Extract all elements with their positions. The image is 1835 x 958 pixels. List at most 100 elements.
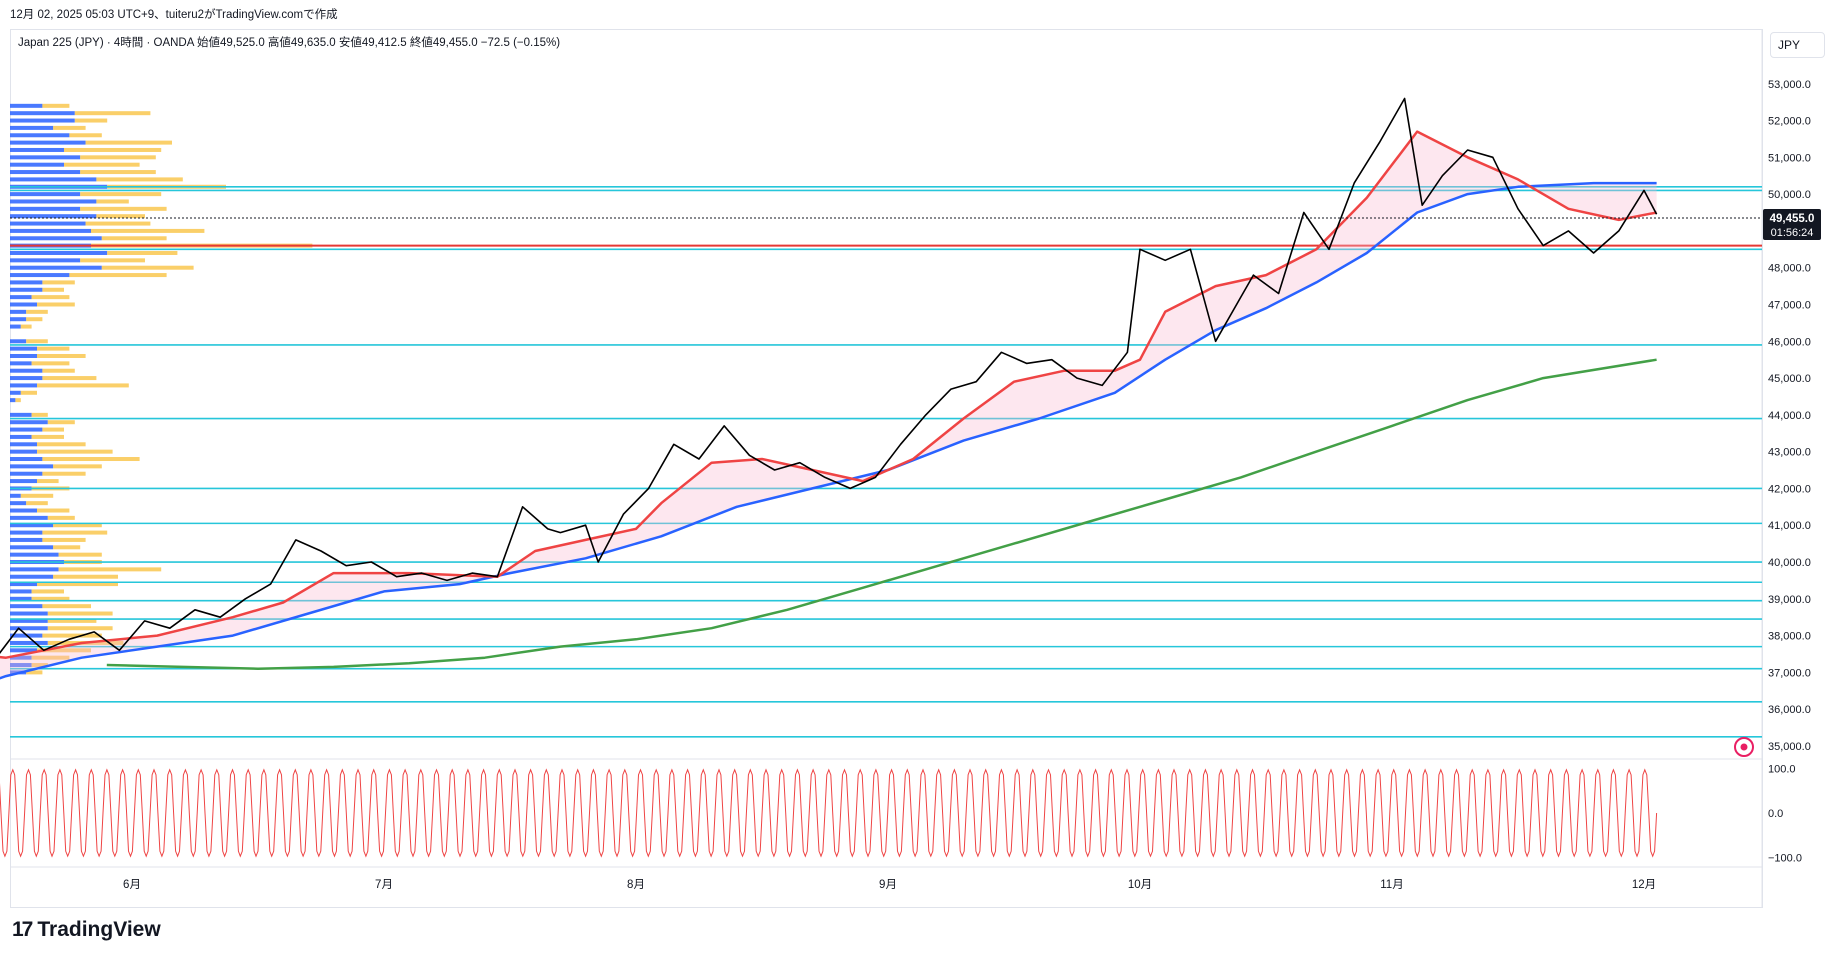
volume-bar-up-15 xyxy=(10,214,97,219)
volume-bar-down-54 xyxy=(47,515,75,520)
creation-timestamp: 12月 02, 2025 05:03 UTC+9、tuiteru2がTradin… xyxy=(10,9,338,21)
price-tick-label-13: 40,000.0 xyxy=(1768,557,1811,569)
volume-bar-up-47 xyxy=(10,464,54,469)
volume-bar-down-55 xyxy=(53,523,102,528)
volume-bar-down-1 xyxy=(74,111,151,116)
volume-bar-up-32 xyxy=(10,346,37,351)
symbol-info: Japan 225 (JPY) · 4時間 · OANDA 始値49,525.0… xyxy=(18,37,561,49)
volume-bar-down-15 xyxy=(96,214,145,219)
volume-bar-up-28 xyxy=(10,309,27,314)
volume-bar-up-51 xyxy=(10,493,21,498)
volume-bar-up-29 xyxy=(10,317,27,322)
volume-bar-down-58 xyxy=(53,545,81,550)
volume-bar-down-33 xyxy=(37,353,86,358)
volume-bar-up-40 xyxy=(10,412,32,417)
volume-bar-down-63 xyxy=(37,582,118,587)
currency-button[interactable]: JPY xyxy=(1770,32,1825,58)
time-tick-label-3: 9月 xyxy=(879,879,897,891)
volume-bar-down-3 xyxy=(53,125,86,130)
volume-bar-down-30 xyxy=(20,324,32,329)
replay-marker-icon[interactable] xyxy=(1734,737,1754,757)
volume-bar-down-27 xyxy=(37,302,75,307)
ema-cloud-fill xyxy=(0,133,1657,679)
volume-bar-up-7 xyxy=(10,155,81,160)
volume-bar-down-69 xyxy=(47,626,113,631)
volume-bar-down-59 xyxy=(58,552,102,557)
volume-bar-up-35 xyxy=(10,368,43,373)
volume-bar-down-29 xyxy=(26,317,43,322)
volume-bar-down-18 xyxy=(101,236,167,241)
volume-bar-up-17 xyxy=(10,228,91,233)
currency-label: JPY xyxy=(1778,38,1801,52)
volume-bar-down-0 xyxy=(42,103,70,108)
volume-bar-down-62 xyxy=(53,574,119,579)
price-tick-label-8: 45,000.0 xyxy=(1768,373,1811,385)
volume-bar-down-7 xyxy=(80,155,156,160)
volume-bar-down-73 xyxy=(31,655,70,660)
volume-bar-down-10 xyxy=(96,177,183,182)
time-tick-label-4: 10月 xyxy=(1128,879,1152,891)
tradingview-logo[interactable]: 17 TradingView xyxy=(12,918,161,942)
volume-bar-up-72 xyxy=(10,648,37,653)
volume-bar-down-21 xyxy=(80,258,145,263)
volume-bar-up-30 xyxy=(10,324,21,329)
volume-bar-down-51 xyxy=(20,493,54,498)
price-tick-label-10: 43,000.0 xyxy=(1768,447,1811,459)
volume-bar-down-17 xyxy=(91,228,205,233)
volume-bar-up-23 xyxy=(10,273,70,278)
volume-bar-up-24 xyxy=(10,280,43,285)
volume-bar-up-74 xyxy=(10,663,32,668)
volume-bar-down-38 xyxy=(20,390,37,395)
volume-bar-down-39 xyxy=(15,398,21,403)
price-tick-label-7: 46,000.0 xyxy=(1768,336,1811,348)
volume-bar-up-33 xyxy=(10,353,37,358)
price-tick-label-12: 41,000.0 xyxy=(1768,520,1811,532)
price-tick-label-6: 47,000.0 xyxy=(1768,299,1811,311)
volume-bar-down-40 xyxy=(31,412,48,417)
volume-bar-down-12 xyxy=(80,192,162,197)
volume-bar-down-16 xyxy=(85,221,151,226)
volume-bar-up-8 xyxy=(10,162,64,167)
volume-bar-up-69 xyxy=(10,626,48,631)
volume-bar-up-31 xyxy=(10,339,27,344)
volume-bar-up-48 xyxy=(10,471,43,476)
time-tick-label-5: 11月 xyxy=(1380,879,1403,891)
price-tick-label-16: 37,000.0 xyxy=(1768,667,1811,679)
volume-bar-down-20 xyxy=(107,250,178,255)
volume-bar-up-18 xyxy=(10,236,102,241)
volume-bar-down-36 xyxy=(42,376,97,381)
volume-bar-down-23 xyxy=(69,273,167,278)
volume-bar-up-66 xyxy=(10,604,43,609)
volume-bar-up-38 xyxy=(10,390,21,395)
volume-bar-up-39 xyxy=(10,398,16,403)
volume-bar-up-43 xyxy=(10,434,32,439)
volume-bar-down-49 xyxy=(37,479,59,484)
volume-bar-up-4 xyxy=(10,133,70,138)
volume-bar-up-59 xyxy=(10,552,59,557)
volume-bar-up-45 xyxy=(10,449,37,454)
price-tick-label-17: 36,000.0 xyxy=(1768,704,1811,716)
volume-bar-down-65 xyxy=(31,596,70,601)
price-badge: 49,455.0 01:56:24 xyxy=(10,209,1821,240)
volume-bar-down-37 xyxy=(37,383,129,388)
price-tick-label-11: 42,000.0 xyxy=(1768,483,1811,495)
volume-bar-down-42 xyxy=(42,427,64,432)
volume-bar-down-13 xyxy=(96,199,129,204)
price-tick-label-14: 39,000.0 xyxy=(1768,594,1811,606)
volume-bar-up-25 xyxy=(10,287,43,292)
volume-bar-down-8 xyxy=(64,162,140,167)
volume-bar-down-45 xyxy=(37,449,113,454)
price-tick-label-1: 52,000.0 xyxy=(1768,116,1811,128)
price-tick-label-15: 38,000.0 xyxy=(1768,631,1811,643)
tradingview-logo-icon: 17 xyxy=(12,918,33,941)
volume-bar-up-9 xyxy=(10,170,81,175)
ema-cloud xyxy=(0,133,1657,679)
volume-bar-up-57 xyxy=(10,537,43,542)
volume-bar-up-64 xyxy=(10,589,32,594)
volume-bar-down-2 xyxy=(74,118,108,123)
volume-bar-down-25 xyxy=(42,287,64,292)
volume-bar-down-67 xyxy=(47,611,113,616)
volume-bar-down-35 xyxy=(42,368,75,373)
oscillator-tick-label-2: −100.0 xyxy=(1768,853,1802,865)
